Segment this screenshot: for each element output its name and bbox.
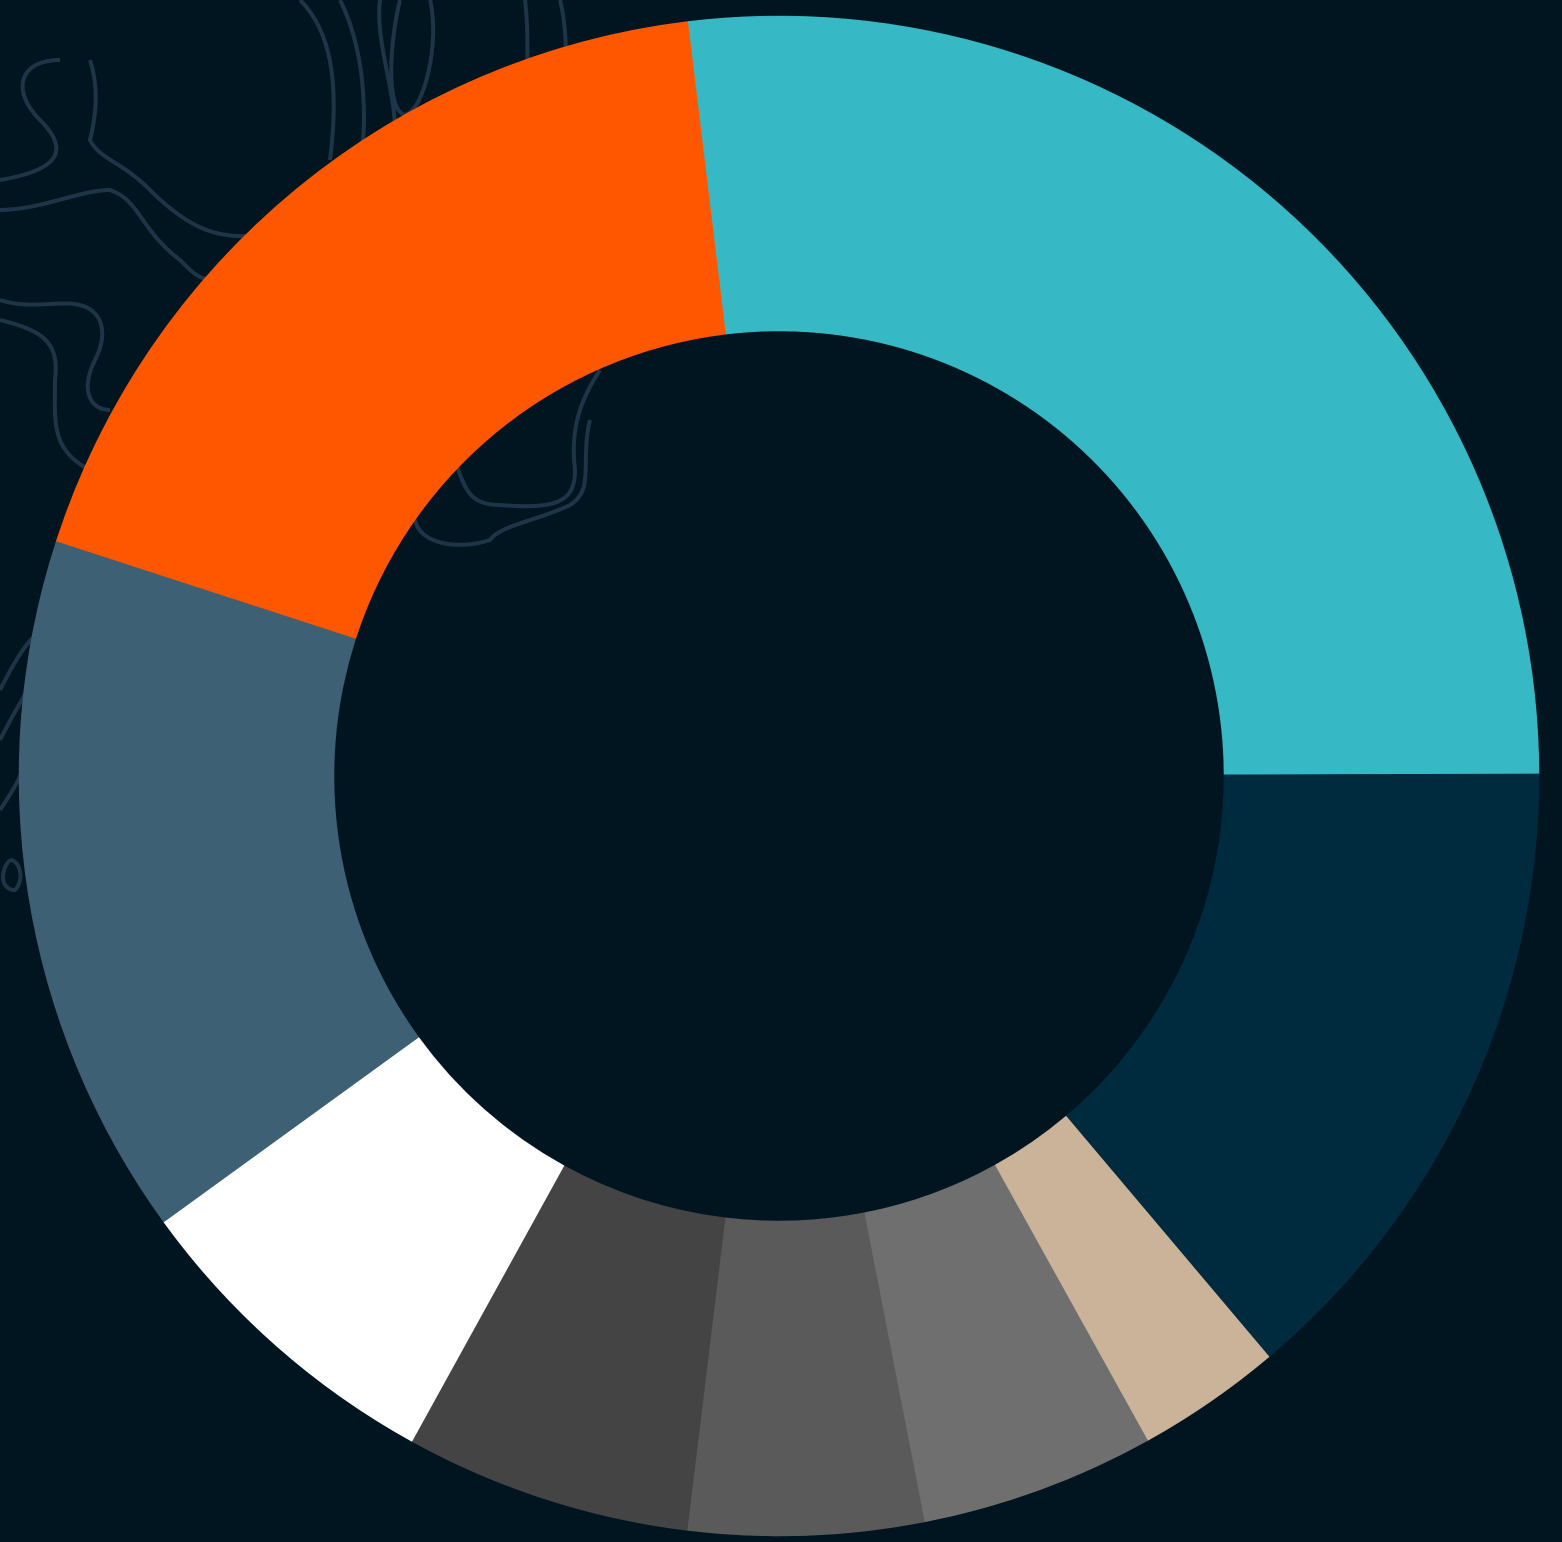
donut-slice: [55, 21, 726, 639]
donut-slice: [18, 540, 420, 1223]
donut: [18, 15, 1540, 1537]
donut-slice: [687, 15, 1540, 776]
donut-slice: [1065, 903, 1508, 1358]
